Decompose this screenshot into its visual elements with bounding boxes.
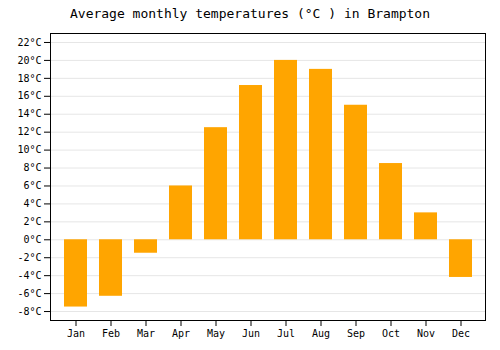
svg-text:Jun: Jun (242, 328, 260, 339)
svg-text:Nov: Nov (417, 328, 435, 339)
svg-text:10°C: 10°C (17, 144, 41, 155)
svg-text:Aug: Aug (312, 328, 330, 339)
svg-text:20°C: 20°C (17, 55, 41, 66)
svg-text:12°C: 12°C (17, 126, 41, 137)
svg-text:14°C: 14°C (17, 108, 41, 119)
svg-text:Jul: Jul (277, 328, 295, 339)
svg-text:Apr: Apr (172, 328, 190, 339)
svg-text:Mar: Mar (137, 328, 155, 339)
svg-text:-6°C: -6°C (17, 288, 41, 299)
svg-text:May: May (207, 328, 225, 339)
svg-text:Jan: Jan (67, 328, 85, 339)
svg-text:-4°C: -4°C (17, 270, 41, 281)
svg-text:Feb: Feb (102, 328, 120, 339)
svg-text:6°C: 6°C (23, 180, 41, 191)
svg-text:-2°C: -2°C (17, 252, 41, 263)
svg-text:-8°C: -8°C (17, 306, 41, 317)
svg-text:Oct: Oct (382, 328, 400, 339)
svg-text:22°C: 22°C (17, 37, 41, 48)
svg-text:Sep: Sep (347, 328, 365, 339)
svg-text:8°C: 8°C (23, 162, 41, 173)
svg-text:16°C: 16°C (17, 90, 41, 101)
svg-text:18°C: 18°C (17, 73, 41, 84)
svg-text:0°C: 0°C (23, 234, 41, 245)
svg-text:Dec: Dec (452, 328, 470, 339)
svg-text:4°C: 4°C (23, 198, 41, 209)
svg-text:2°C: 2°C (23, 216, 41, 227)
html-text:Average monthly temperatures (: Average monthly temperatures (°C ) in Br… (70, 6, 430, 21)
